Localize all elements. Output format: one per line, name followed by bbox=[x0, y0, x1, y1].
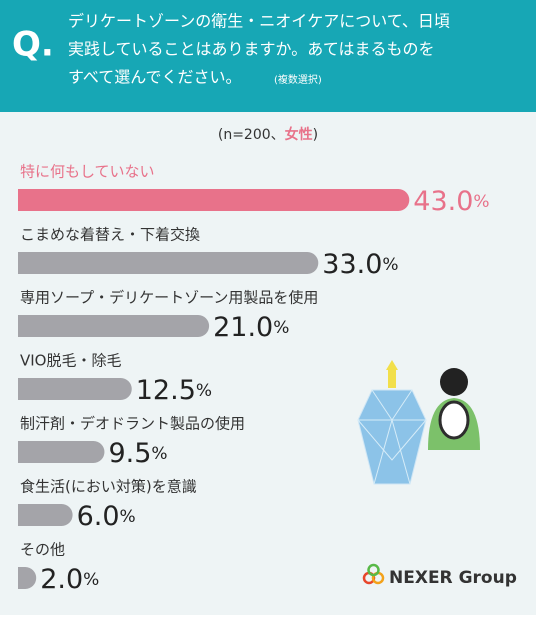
bar bbox=[18, 504, 73, 526]
bar bbox=[18, 189, 410, 211]
value-label: 21.0% bbox=[213, 312, 289, 343]
category-label: 特に何もしていない bbox=[20, 163, 155, 181]
category-label: こまめな着替え・下着交換 bbox=[20, 226, 200, 244]
illustration bbox=[357, 360, 480, 485]
subtitle-part: 女性 bbox=[285, 126, 313, 143]
bar bbox=[18, 252, 319, 274]
bar bbox=[18, 567, 37, 589]
question-line: 実践していることはありますか。あてはまるものを bbox=[68, 40, 435, 59]
subtitle-part: (n=200、 bbox=[218, 127, 285, 143]
header-band bbox=[0, 0, 536, 112]
bar bbox=[18, 378, 132, 400]
subtitle: (n=200、女性) bbox=[218, 126, 318, 143]
value-label: 6.0% bbox=[77, 501, 136, 532]
question-note: (複数選択) bbox=[274, 73, 322, 86]
logo-text: NEXER Group bbox=[389, 568, 517, 588]
bar bbox=[18, 441, 105, 463]
category-label: その他 bbox=[20, 541, 65, 559]
category-label: VIO脱毛・除毛 bbox=[20, 352, 122, 370]
value-label: 2.0% bbox=[40, 564, 99, 595]
category-label: 食生活(におい対策)を意識 bbox=[20, 478, 197, 496]
value-label: 9.5% bbox=[108, 438, 167, 469]
question-line: デリケートゾーンの衛生・ニオイケアについて、日頃 bbox=[68, 12, 450, 31]
value-label: 12.5% bbox=[136, 375, 212, 406]
category-label: 専用ソープ・デリケートゾーン用製品を使用 bbox=[20, 289, 318, 307]
value-label: 43.0% bbox=[413, 186, 489, 217]
bar bbox=[18, 315, 210, 337]
question-line: すべて選んでください。 bbox=[68, 68, 241, 87]
subtitle-part: ) bbox=[313, 127, 318, 143]
logo: NEXER Group bbox=[362, 563, 517, 588]
value-label: 33.0% bbox=[322, 249, 398, 280]
category-label: 制汗剤・デオドラント製品の使用 bbox=[20, 415, 245, 433]
q-mark: Q. bbox=[12, 25, 54, 65]
